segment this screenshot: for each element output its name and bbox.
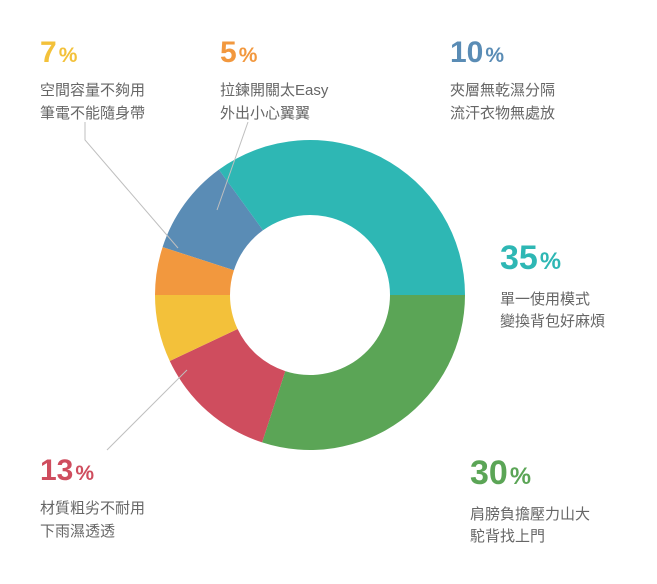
leader-material [107, 370, 187, 450]
pct-capacity: 7% [40, 32, 77, 74]
label-single-mode: 35% 單一使用模式變換背包好麻煩 [500, 235, 605, 334]
donut-chart: 10% 夾層無乾濕分隔流汗衣物無處放 35% 單一使用模式變換背包好麻煩 30% 肩膀負擔… [0, 0, 657, 584]
label-shoulder: 30% 肩膀負擔壓力山大駝背找上門 [470, 450, 590, 549]
label-capacity: 7% 空間容量不夠用筆電不能隨身帶 [40, 32, 145, 125]
pct-shoulder: 30% [470, 450, 531, 498]
slice-shoulder [262, 295, 465, 450]
leader-capacity [85, 122, 178, 248]
desc-zipper: 拉鍊開關太Easy外出小心翼翼 [220, 80, 328, 125]
label-material: 13% 材質粗劣不耐用下雨濕透透 [40, 450, 145, 543]
slice-single-mode [219, 140, 465, 295]
pct-material: 13% [40, 450, 94, 492]
desc-shoulder: 肩膀負擔壓力山大駝背找上門 [470, 504, 590, 549]
label-zipper: 5% 拉鍊開關太Easy外出小心翼翼 [220, 32, 328, 125]
pct-single-mode: 35% [500, 235, 561, 283]
desc-material: 材質粗劣不耐用下雨濕透透 [40, 498, 145, 543]
pct-zipper: 5% [220, 32, 257, 74]
desc-single-mode: 單一使用模式變換背包好麻煩 [500, 289, 605, 334]
desc-capacity: 空間容量不夠用筆電不能隨身帶 [40, 80, 145, 125]
label-wet-dry: 10% 夾層無乾濕分隔流汗衣物無處放 [450, 32, 555, 125]
pct-wet-dry: 10% [450, 32, 504, 74]
desc-wet-dry: 夾層無乾濕分隔流汗衣物無處放 [450, 80, 555, 125]
